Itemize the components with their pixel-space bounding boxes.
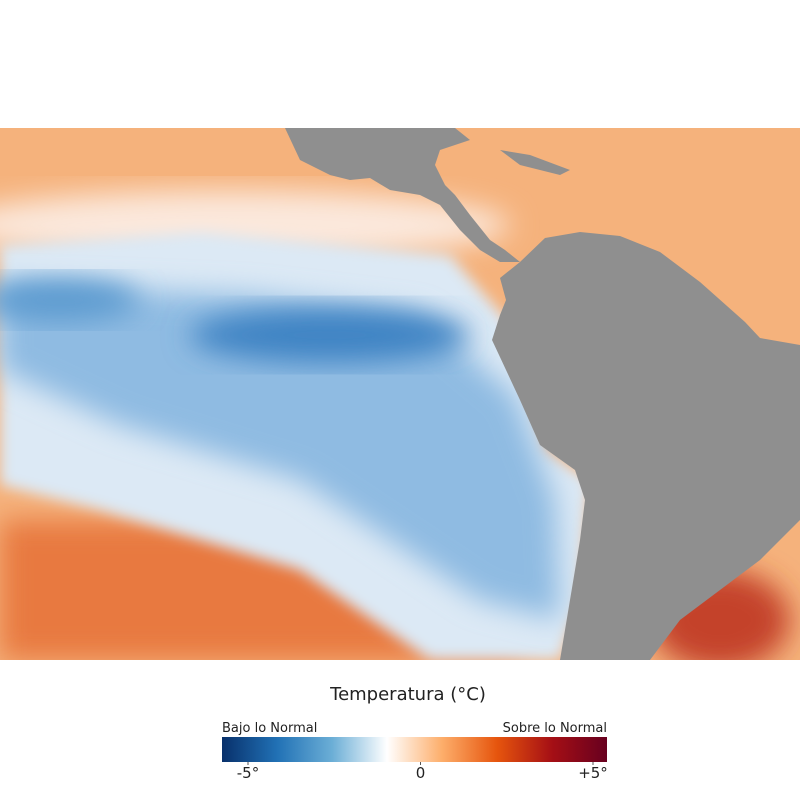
legend-low-label: Bajo lo Normal <box>222 721 317 736</box>
sst-anomaly-map <box>0 128 800 660</box>
central-america <box>285 128 520 262</box>
colorbar-tick-label: +5° <box>578 764 608 782</box>
colorbar <box>222 737 607 762</box>
cold-core <box>0 285 560 620</box>
cold-peak <box>190 307 470 363</box>
cold-west <box>0 278 140 322</box>
legend-high-label: Sobre lo Normal <box>503 721 607 736</box>
south-america <box>492 232 800 660</box>
legend-title: Temperatura (°C) <box>329 684 486 705</box>
colorbar-tick-label: -5° <box>237 764 259 782</box>
caribbean-island <box>500 150 570 175</box>
colorbar-tick-label: 0 <box>416 764 426 782</box>
